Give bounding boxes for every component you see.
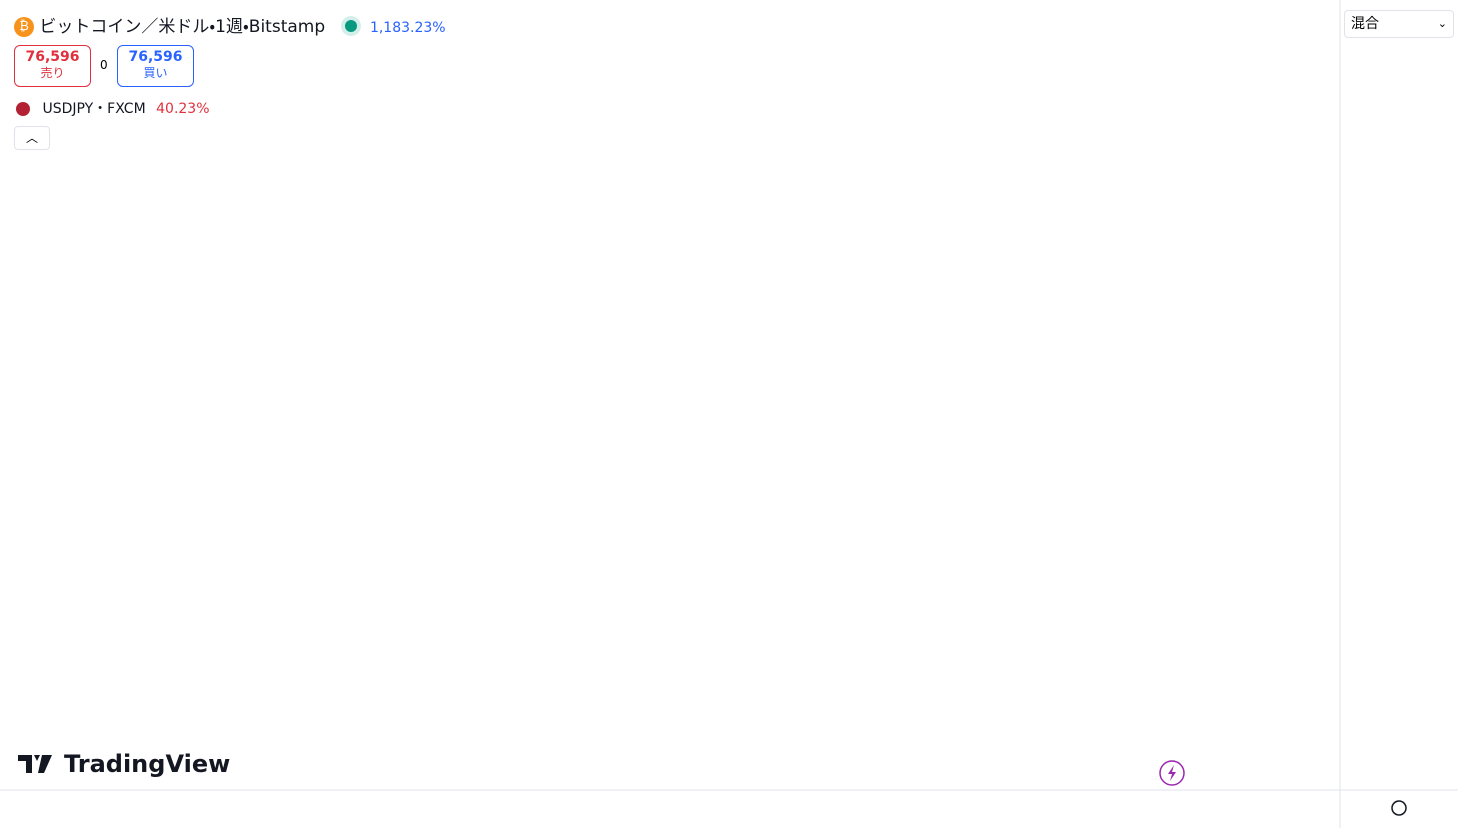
compare-legend: USDJPY・FXCM 40.23% [16, 98, 210, 118]
symbol-title: ビットコイン／米ドル・1週・Bitstamp [39, 17, 326, 37]
watermark-text: TradingView [64, 750, 230, 778]
sell-label: 売り [40, 66, 65, 80]
watermark: TradingView [18, 750, 230, 778]
scale-mode-select[interactable]: 混合 ⌄ [1344, 10, 1454, 38]
sell-button[interactable]: 76,596 売り [14, 45, 91, 87]
symbol-header: ₿ ビットコイン／米ドル・1週・Bitstamp 1,183.23% [14, 12, 446, 37]
buy-label: 買い [143, 66, 168, 80]
watermark-logo [18, 755, 52, 773]
spread: 0 [100, 58, 108, 72]
buy-price: 76,596 [128, 49, 183, 65]
compare-symbol: USDJPY・FXCM [42, 101, 146, 117]
lightning-icon [1168, 765, 1176, 781]
market-status [344, 20, 357, 32]
lightning-button[interactable] [1159, 760, 1185, 786]
compare-change: 40.23% [156, 101, 210, 117]
collapse-button[interactable]: ︿ [14, 126, 50, 150]
scale-mode: 混合 [1351, 16, 1379, 32]
us-flag [16, 102, 30, 116]
dropdown-arrow: ⌄ [1437, 17, 1447, 30]
sell-price: 76,596 [25, 49, 80, 65]
symbol-change: 1,183.23% [369, 20, 446, 36]
settings-button[interactable] [1391, 800, 1407, 816]
btc-icon: ₿ [14, 17, 34, 37]
buy-button[interactable]: 76,596 買い [117, 45, 194, 87]
